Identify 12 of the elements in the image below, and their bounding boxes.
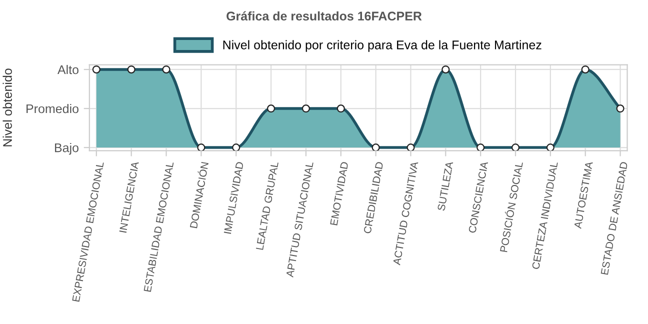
legend-label: Nivel obtenido por criterio para Eva de la Fuente Martinez bbox=[223, 40, 542, 52]
y-axis-title: Nivel obtenido bbox=[2, 68, 12, 146]
text: Promedio bbox=[26, 104, 78, 114]
chart-title: Gráfica de resultados 16FACPER bbox=[226, 11, 422, 21]
x-tick-label: ACTITUD COGNITIVA bbox=[392, 161, 418, 266]
x-tick-label: SUTILEZA bbox=[437, 161, 454, 211]
text: Bajo bbox=[55, 143, 78, 155]
x-tick-label: CERTEZA INDIVIDUAL bbox=[532, 161, 558, 270]
x-tick-label: LEALTAD GRUPAL bbox=[256, 161, 279, 250]
x-tick-label: POSICIÓN SOCIAL bbox=[498, 161, 523, 252]
x-tick-label: ESTADO DE ANSIEDAD bbox=[600, 162, 628, 275]
text: Alto bbox=[57, 64, 78, 74]
